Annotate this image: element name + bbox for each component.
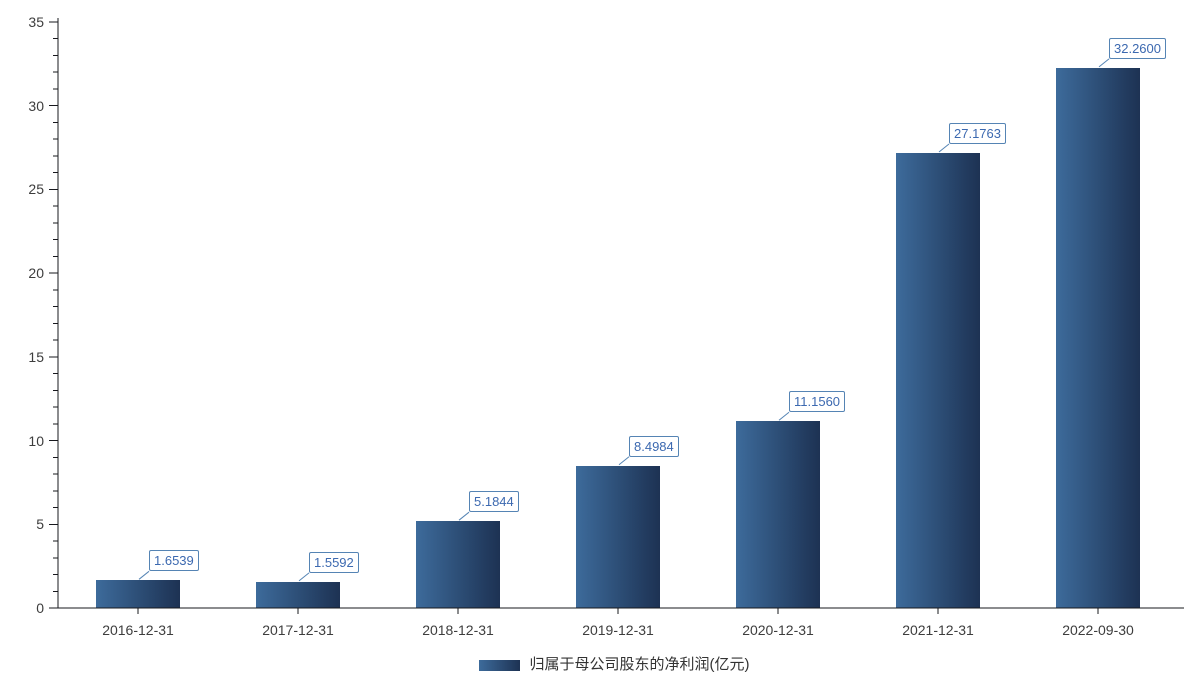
bar[interactable] xyxy=(576,465,660,608)
x-axis-category-label: 2021-12-31 xyxy=(902,622,974,638)
bar[interactable] xyxy=(96,580,180,608)
value-label: 5.1844 xyxy=(469,491,519,513)
bar[interactable] xyxy=(1056,67,1140,608)
y-axis-tick-label: 0 xyxy=(36,600,44,616)
x-axis-category-label: 2017-12-31 xyxy=(262,622,334,638)
legend-swatch[interactable] xyxy=(478,659,520,671)
legend-label[interactable]: 归属于母公司股东的净利润(亿元) xyxy=(529,656,750,673)
x-axis-category-label: 2016-12-31 xyxy=(102,622,174,638)
value-label: 32.2600 xyxy=(1109,37,1166,59)
y-axis-tick-label: 5 xyxy=(36,516,44,533)
x-axis-category-label: 2020-12-31 xyxy=(742,622,814,638)
value-label: 11.1560 xyxy=(789,391,846,413)
x-axis-category-label: 2018-12-31 xyxy=(422,622,494,638)
y-axis-tick-label: 10 xyxy=(28,432,44,449)
bar[interactable] xyxy=(256,581,340,608)
x-axis-category-label: 2022-09-30 xyxy=(1062,622,1134,638)
y-axis-tick-label: 35 xyxy=(28,14,44,30)
y-axis-tick-label: 15 xyxy=(28,348,44,365)
value-label: 27.1763 xyxy=(949,122,1006,144)
bar[interactable] xyxy=(416,521,500,608)
bar[interactable] xyxy=(896,152,980,608)
y-axis-tick-label: 20 xyxy=(28,265,44,282)
bar[interactable] xyxy=(736,421,820,608)
y-axis-tick-label: 25 xyxy=(28,181,44,198)
x-axis-category-label: 2019-12-31 xyxy=(582,622,654,638)
value-label: 1.6539 xyxy=(149,550,199,572)
legend-item[interactable]: 归属于母公司股东的净利润(亿元) xyxy=(26,652,1202,678)
y-axis-tick-label: 30 xyxy=(28,97,44,114)
value-label: 8.4984 xyxy=(629,435,679,457)
value-label: 1.5592 xyxy=(309,551,359,573)
